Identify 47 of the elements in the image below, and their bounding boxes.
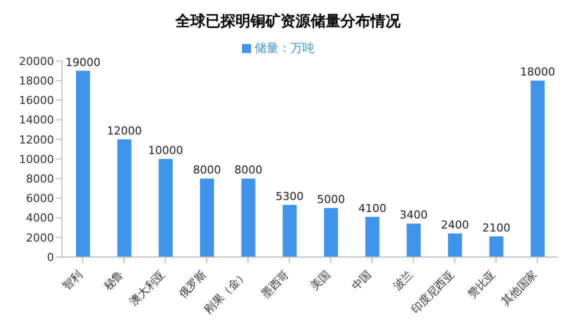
data-label: 3400: [400, 208, 428, 222]
bar: [448, 233, 462, 257]
y-tick-label: 0: [47, 250, 54, 264]
bar: [200, 178, 214, 257]
x-tick-label: 澳大利亚: [127, 268, 168, 308]
data-label: 8000: [234, 164, 262, 177]
y-tick-label: 14000: [19, 114, 54, 127]
bar: [158, 159, 173, 257]
data-label: 8000: [193, 164, 221, 177]
y-tick-label: 12000: [19, 133, 54, 146]
x-tick-label: 中国: [349, 268, 374, 293]
data-label: 2400: [441, 218, 469, 232]
bar: [282, 205, 297, 257]
x-tick-label: 赞比亚: [466, 268, 498, 300]
data-label: 4100: [358, 202, 386, 215]
data-label: 2100: [482, 221, 510, 234]
x-tick-label: 美国: [308, 268, 333, 293]
y-tick-label: 2000: [26, 231, 54, 244]
x-tick-label: 墨西哥: [258, 268, 292, 300]
x-tick-label: 波兰: [390, 268, 416, 293]
y-tick-label: 10000: [19, 152, 54, 166]
bar: [406, 224, 421, 257]
data-label: 5000: [317, 193, 345, 206]
bar: [365, 216, 380, 257]
y-tick-label: 4000: [26, 212, 54, 225]
y-tick-label: 20000: [19, 54, 54, 68]
y-tick-label: 18000: [19, 74, 54, 88]
bar: [489, 236, 504, 257]
data-label: 19000: [66, 56, 100, 69]
data-label: 10000: [148, 144, 184, 157]
y-tick-label: 16000: [19, 94, 54, 108]
bar: [241, 178, 256, 257]
x-tick-label: 俄罗斯: [176, 268, 209, 300]
bar: [530, 80, 545, 257]
y-tick-label: 6000: [26, 192, 54, 206]
data-label: 5300: [276, 190, 304, 204]
bar: [117, 139, 132, 257]
chart-title: 全球已探明铜矿资源储量分布情况: [174, 11, 402, 32]
legend-label: 储量：万吨: [254, 41, 314, 55]
bar: [324, 208, 338, 257]
x-tick-label: 其他国家: [499, 268, 540, 308]
data-label: 18000: [520, 66, 556, 79]
x-tick-label: 智利: [60, 268, 85, 293]
bar: [76, 70, 90, 257]
y-tick-label: 8000: [26, 172, 54, 186]
data-label: 12000: [106, 124, 142, 138]
x-tick-label: 秘鲁: [101, 268, 126, 293]
